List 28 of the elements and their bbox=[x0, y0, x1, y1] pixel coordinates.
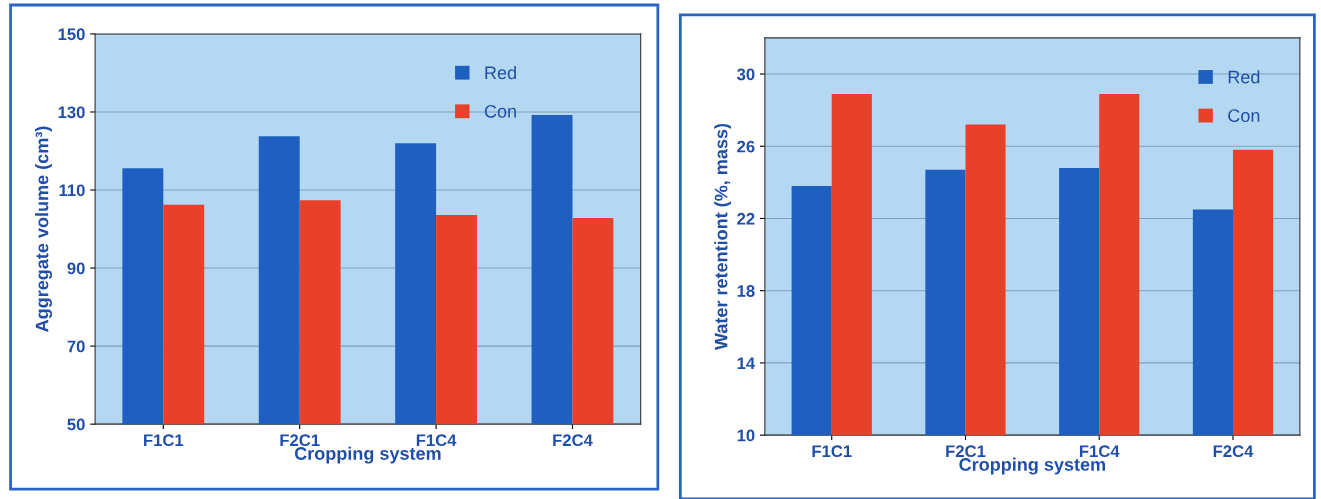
y-tick-label: 26 bbox=[737, 140, 755, 153]
x-tick-label: F2C1 bbox=[946, 445, 986, 458]
y-tick-label: 30 bbox=[736, 68, 755, 81]
y-tick-label: 18 bbox=[737, 285, 755, 297]
x-tick-label: F1C4 bbox=[1079, 445, 1120, 458]
legend-label: Con bbox=[1228, 109, 1260, 123]
y-axis-title: Aggregate volume (cm³) bbox=[35, 126, 53, 332]
x-tick-label: F2C4 bbox=[1213, 445, 1254, 458]
x-tick-label: F1C1 bbox=[812, 445, 852, 458]
legend-label: Con bbox=[484, 104, 516, 118]
legend-label: Red bbox=[1228, 70, 1260, 84]
y-tick-label: 10 bbox=[737, 429, 755, 442]
x-axis-title: Cropping system bbox=[294, 446, 441, 464]
y-tick-label: 150 bbox=[58, 28, 85, 41]
x-tick-label: F1C4 bbox=[416, 434, 457, 447]
y-tick-label: 90 bbox=[67, 262, 85, 275]
y-tick-label: 70 bbox=[67, 340, 85, 353]
y-tick-label: 110 bbox=[59, 184, 85, 197]
y-tick-label: 50 bbox=[67, 418, 85, 431]
y-axis-title: Water retentiont (%, mass) bbox=[714, 123, 732, 351]
y-tick-label: 130 bbox=[58, 106, 85, 119]
x-axis-title: Cropping system bbox=[959, 457, 1105, 475]
x-tick-label: F2C1 bbox=[280, 434, 320, 447]
x-tick-label: F2C4 bbox=[553, 434, 593, 447]
x-tick-label: F1C1 bbox=[144, 434, 184, 447]
y-tick-label: 22 bbox=[737, 212, 755, 225]
y-tick-label: 14 bbox=[737, 357, 756, 369]
legend-label: Red bbox=[485, 65, 516, 80]
